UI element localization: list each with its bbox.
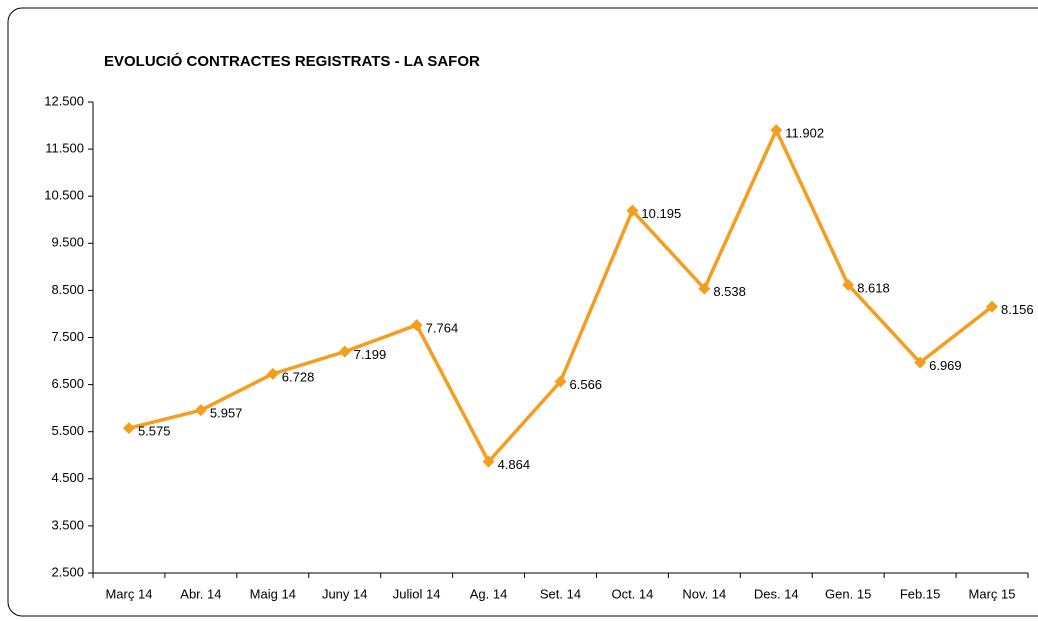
data-label: 8.618 bbox=[857, 280, 890, 295]
chart-title: EVOLUCIÓ CONTRACTES REGISTRATS - LA SAFO… bbox=[104, 52, 480, 70]
x-tick-label: Oct. 14 bbox=[611, 586, 653, 601]
x-tick-label: Maig 14 bbox=[250, 586, 296, 601]
marker bbox=[194, 404, 207, 417]
y-tick-label: 4.500 bbox=[51, 470, 84, 485]
x-tick-label: Juliol 14 bbox=[393, 586, 441, 601]
marker bbox=[338, 345, 351, 358]
marker bbox=[698, 282, 711, 295]
x-tick-label: Nov. 14 bbox=[682, 586, 726, 601]
marker bbox=[914, 356, 927, 369]
y-tick-label: 6.500 bbox=[51, 376, 84, 391]
data-label: 8.156 bbox=[1001, 302, 1034, 317]
x-tick-label: Set. 14 bbox=[540, 586, 581, 601]
y-tick-label: 2.500 bbox=[51, 564, 84, 579]
marker bbox=[986, 300, 999, 313]
marker bbox=[554, 375, 567, 388]
chart-border bbox=[7, 7, 1038, 617]
y-tick-label: 9.500 bbox=[51, 235, 84, 250]
data-label: 6.969 bbox=[929, 358, 962, 373]
data-label: 4.864 bbox=[498, 457, 531, 472]
data-label: 6.566 bbox=[570, 377, 603, 392]
data-label: 11.902 bbox=[785, 126, 824, 141]
y-tick-label: 8.500 bbox=[51, 282, 84, 297]
marker bbox=[770, 124, 783, 137]
x-tick-label: Març 15 bbox=[969, 586, 1016, 601]
data-label: 7.764 bbox=[426, 321, 459, 336]
y-tick-label: 12.500 bbox=[44, 93, 84, 108]
marker bbox=[482, 455, 495, 468]
marker bbox=[122, 422, 135, 435]
data-label: 10.195 bbox=[641, 206, 681, 221]
y-tick-label: 7.500 bbox=[51, 329, 84, 344]
data-label: 6.728 bbox=[282, 369, 315, 384]
marker bbox=[626, 204, 639, 217]
marker bbox=[266, 367, 279, 380]
data-label: 8.538 bbox=[713, 284, 746, 299]
marker bbox=[842, 278, 855, 291]
x-tick-label: Gen. 15 bbox=[825, 586, 871, 601]
x-tick-label: Abr. 14 bbox=[180, 586, 221, 601]
y-tick-label: 5.500 bbox=[51, 423, 84, 438]
y-tick-label: 10.500 bbox=[44, 188, 84, 203]
x-tick-label: Juny 14 bbox=[322, 586, 368, 601]
x-tick-label: Març 14 bbox=[105, 586, 152, 601]
data-label: 5.957 bbox=[210, 406, 243, 421]
x-tick-label: Feb.15 bbox=[900, 586, 940, 601]
x-tick-label: Des. 14 bbox=[754, 586, 799, 601]
y-tick-label: 3.500 bbox=[51, 517, 84, 532]
data-label: 7.199 bbox=[354, 347, 387, 362]
x-tick-label: Ag. 14 bbox=[470, 586, 508, 601]
marker bbox=[410, 319, 423, 332]
y-tick-label: 11.500 bbox=[45, 141, 84, 156]
data-label: 5.575 bbox=[138, 424, 171, 439]
